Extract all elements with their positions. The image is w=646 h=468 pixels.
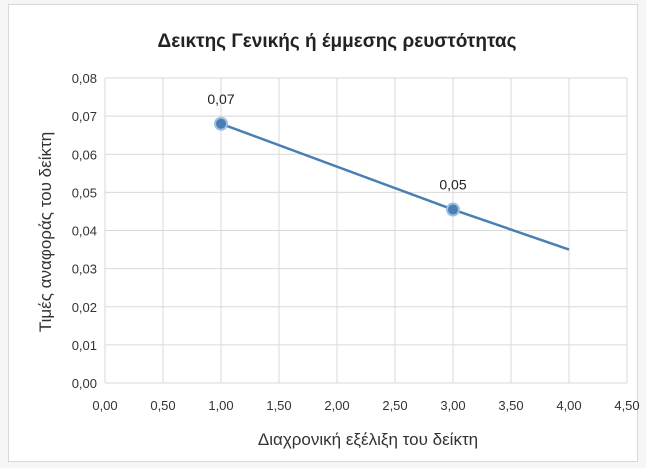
x-tick-label: 3,50 bbox=[498, 398, 523, 413]
x-tick-label: 4,50 bbox=[614, 398, 639, 413]
grid bbox=[104, 77, 628, 384]
y-tick-label: 0,05 bbox=[72, 185, 97, 200]
data-point bbox=[214, 116, 228, 131]
y-ticks: 0,00 0,01 0,02 0,03 0,04 0,05 0,06 0,07 0,08 bbox=[72, 71, 97, 391]
chart-title: Δεικτης Γενικής ή έμμεσης ρευστότητας bbox=[158, 31, 517, 52]
y-tick-label: 0,00 bbox=[72, 376, 97, 391]
x-tick-label: 2,00 bbox=[324, 398, 349, 413]
y-tick-label: 0,01 bbox=[72, 338, 97, 353]
data-label: 0,07 bbox=[207, 91, 234, 107]
y-axis-label: Τιμές αναφοράς του δείκτη bbox=[36, 132, 55, 332]
y-tick-label: 0,08 bbox=[72, 71, 97, 86]
data-label: 0,05 bbox=[439, 177, 466, 193]
x-tick-label: 2,50 bbox=[382, 398, 407, 413]
data-labels: 0,07 0,05 bbox=[207, 91, 466, 193]
data-point bbox=[446, 202, 460, 217]
x-tick-label: 0,50 bbox=[150, 398, 175, 413]
y-tick-label: 0,02 bbox=[72, 300, 97, 315]
x-tick-label: 3,00 bbox=[440, 398, 465, 413]
x-tick-label: 1,00 bbox=[208, 398, 233, 413]
series bbox=[214, 116, 570, 251]
x-ticks: 0,00 0,50 1,00 1,50 2,00 2,50 3,00 3,50 4,00 4,50 bbox=[92, 398, 639, 413]
x-tick-label: 0,00 bbox=[92, 398, 117, 413]
x-tick-label: 1,50 bbox=[266, 398, 291, 413]
x-axis-label: Διαχρονική εξέλιξη του δείκτη bbox=[258, 430, 478, 449]
y-tick-label: 0,04 bbox=[72, 224, 97, 239]
y-tick-label: 0,03 bbox=[72, 262, 97, 277]
chart-frame bbox=[8, 4, 638, 462]
x-tick-label: 4,00 bbox=[556, 398, 581, 413]
y-tick-label: 0,06 bbox=[72, 147, 97, 162]
y-tick-label: 0,07 bbox=[72, 109, 97, 124]
